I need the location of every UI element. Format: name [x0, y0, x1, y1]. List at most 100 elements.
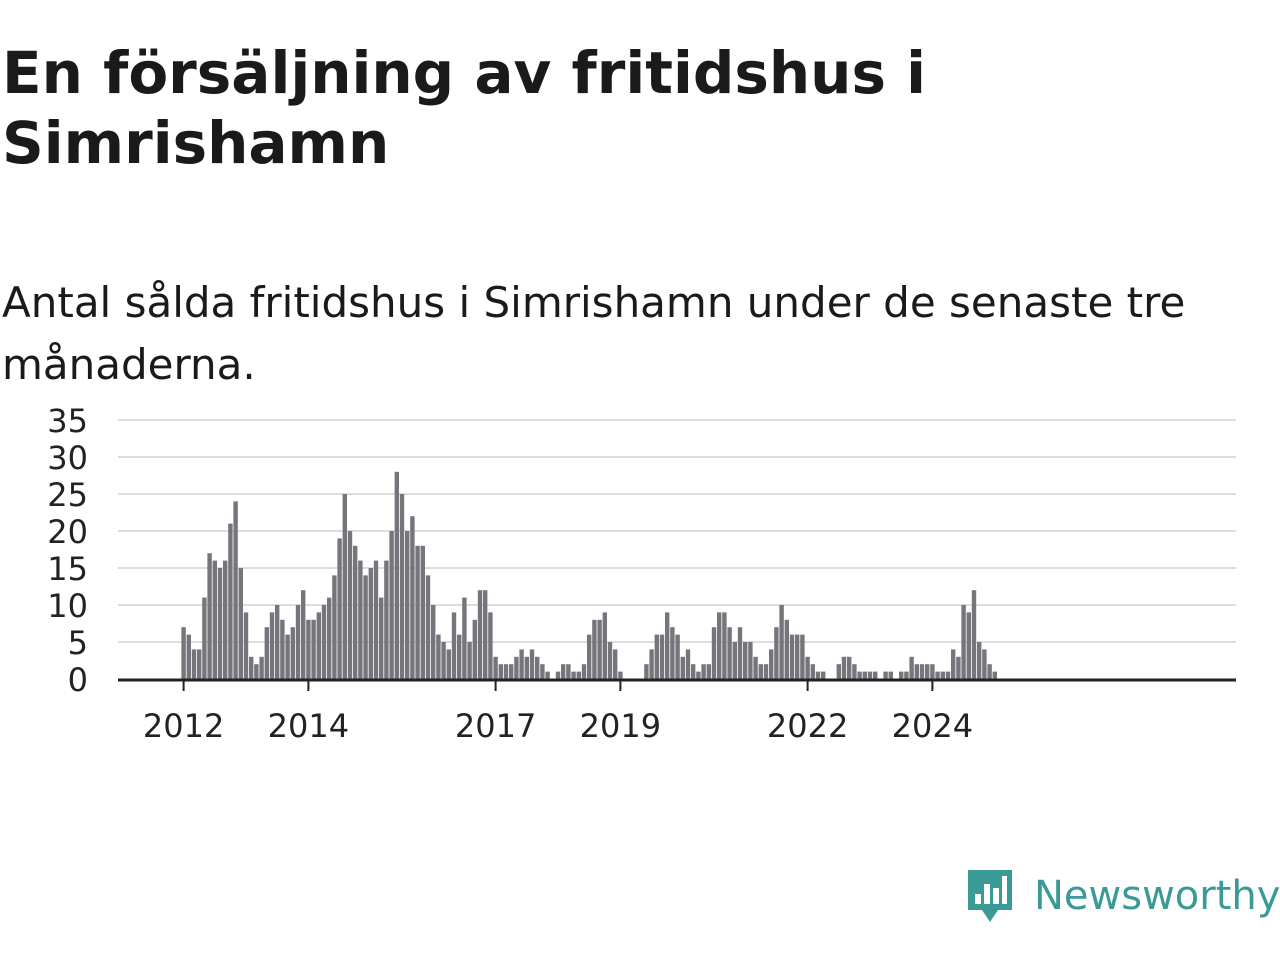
bar: [717, 612, 722, 679]
bar: [353, 545, 358, 679]
bar: [285, 634, 290, 679]
bar: [951, 649, 956, 679]
bar: [566, 664, 571, 679]
bar: [945, 671, 951, 679]
bar: [280, 619, 285, 679]
x-axis: 2012 2014 2017 2019 2022 2024: [143, 679, 973, 745]
x-tick-label: 2019: [580, 707, 661, 745]
bar: [789, 634, 795, 679]
bar: [935, 671, 940, 679]
bar: [987, 664, 992, 679]
bar: [977, 642, 982, 679]
bar: [592, 619, 597, 679]
chart-subtitle: Antal sålda fritidshus i Simrishamn unde…: [2, 278, 1186, 389]
bar: [529, 649, 535, 679]
bar: [467, 642, 472, 679]
bar: [269, 612, 275, 679]
bar: [665, 612, 670, 679]
bar: [904, 671, 909, 679]
last-value-label: 1: [990, 400, 1010, 408]
bar: [607, 642, 613, 679]
bar: [441, 642, 446, 679]
bar: [930, 664, 935, 679]
bar: [275, 605, 280, 679]
bar: [379, 597, 384, 679]
brand-name: Newsworthy: [1034, 873, 1280, 919]
bar: [217, 568, 223, 679]
bar: [264, 627, 269, 679]
bar: [555, 671, 561, 679]
bar: [384, 560, 389, 679]
bar: [363, 575, 368, 679]
bar: [883, 671, 888, 679]
bar: [436, 634, 441, 679]
bar: [519, 649, 524, 679]
bar: [514, 656, 519, 679]
bar: [613, 649, 618, 679]
bar: [347, 531, 353, 679]
bar: [649, 649, 654, 679]
bar: [815, 671, 821, 679]
bar: [399, 494, 405, 679]
bar: [472, 619, 477, 679]
bar: [576, 671, 581, 679]
bar: [545, 671, 550, 679]
y-tick-label: 25: [47, 476, 88, 514]
bar: [810, 664, 815, 679]
bar: [644, 664, 649, 679]
bar: [488, 612, 493, 679]
bar: [509, 664, 514, 679]
newsworthy-logo-icon: [968, 870, 1012, 922]
bar: [867, 671, 873, 679]
bar: [321, 605, 327, 679]
bar: [602, 612, 607, 679]
bar: [899, 671, 904, 679]
bar: [982, 649, 987, 679]
bar: [888, 671, 893, 679]
bar: [405, 531, 410, 679]
bar: [493, 656, 498, 679]
bar: [727, 627, 732, 679]
x-tick-label: 2012: [143, 707, 224, 745]
bar: [836, 664, 841, 679]
bar: [862, 671, 867, 679]
bar: [696, 671, 701, 679]
bar: [498, 664, 503, 679]
bar: [971, 590, 977, 679]
y-tick-label: 15: [47, 550, 88, 588]
bar: [779, 605, 784, 679]
bar: [207, 553, 212, 679]
bar: [410, 516, 415, 679]
bar: [940, 671, 945, 679]
bars: [181, 471, 997, 679]
y-tick-label: 20: [47, 513, 88, 551]
newsworthy-logo: Newsworthy: [964, 864, 1280, 928]
bar: [306, 619, 311, 679]
bar: [311, 619, 316, 679]
bar: [561, 664, 566, 679]
chart-title: En försäljning av fritidshus i Simrisham…: [2, 39, 927, 177]
bar: [425, 575, 431, 679]
bar: [774, 627, 779, 679]
bar: [763, 664, 769, 679]
bar: [956, 656, 961, 679]
bar: [368, 568, 373, 679]
bar: [670, 627, 675, 679]
bar: [301, 590, 306, 679]
bar: [358, 560, 363, 679]
bar: [373, 560, 379, 679]
bar: [966, 612, 971, 679]
bar: [316, 612, 321, 679]
x-tick-label: 2014: [268, 707, 349, 745]
bar: [784, 619, 789, 679]
bar: [290, 627, 295, 679]
bar: [743, 642, 748, 679]
bar: [327, 597, 332, 679]
bar: [857, 671, 862, 679]
bar: [711, 627, 717, 679]
bar: [992, 671, 997, 679]
bar: [805, 656, 810, 679]
bar: [597, 619, 602, 679]
bar: [847, 656, 852, 679]
bar: [925, 664, 930, 679]
